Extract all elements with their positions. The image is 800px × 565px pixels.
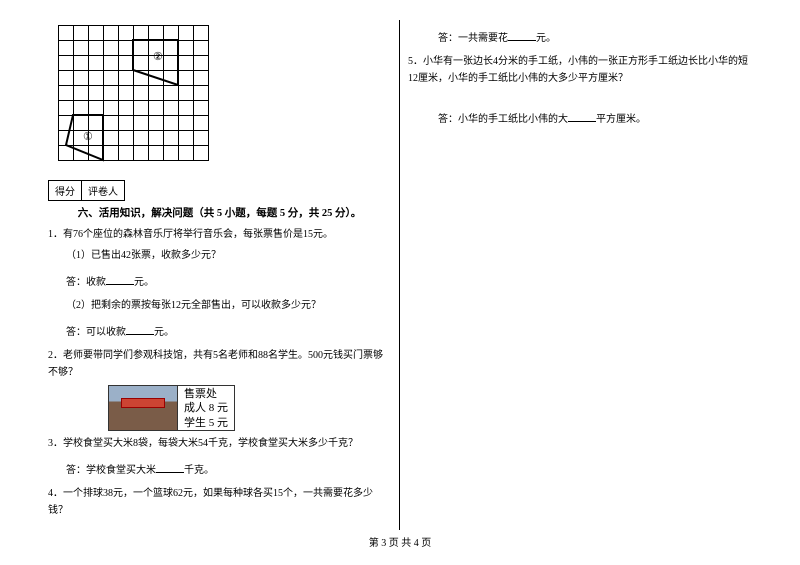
- q5-ans: 答：小华的手工纸比小伟的大平方厘米。: [438, 111, 752, 128]
- page-footer: 第 3 页 共 4 页: [40, 534, 760, 549]
- q2-stem: 2．老师要带同学们参观科技馆，共有5名老师和88名学生。500元钱买门票够不够？: [48, 347, 391, 381]
- shape2-label: ②: [153, 51, 163, 63]
- section-title: 六、活用知识，解决问题（共 5 小题，每题 5 分，共 25 分）。: [48, 205, 391, 220]
- q1-p2: （2）把剩余的票按每张12元全部售出，可以收款多少元？: [66, 297, 391, 314]
- q1-stem: 1．有76个座位的森林音乐厅将举行音乐会，每张票售价是15元。: [48, 226, 391, 243]
- ticket-title: 售票处: [184, 387, 228, 401]
- q3-ans: 答：学校食堂买大米千克。: [66, 462, 391, 479]
- q1-a1: 答：收款元。: [66, 274, 391, 291]
- ticket-line1: 成人 8 元: [184, 401, 228, 415]
- grader-label: 评卷人: [81, 180, 125, 201]
- q4-stem: 4．一个排球38元，一个篮球62元，如果每种球各买15个，一共需要花多少钱？: [48, 485, 391, 519]
- ticket-line2: 学生 5 元: [184, 416, 228, 430]
- shape1-label: ①: [83, 131, 93, 143]
- left-column: ② ① 得分 评卷人 六、活用知识，解决问题（共 5 小题，每题 5 分，共 2…: [40, 20, 400, 530]
- grid-svg: ② ①: [58, 25, 210, 162]
- right-column: 答：一共需要花元。 5．小华有一张边长4分米的手工纸，小伟的一张正方形手工纸边长…: [400, 20, 760, 530]
- q3-stem: 3．学校食堂买大米8袋，每袋大米54千克，学校食堂买大米多少千克？: [48, 435, 391, 452]
- q5-stem: 5．小华有一张边长4分米的手工纸，小伟的一张正方形手工纸边长比小华的短12厘米，…: [408, 53, 752, 87]
- ticket-box: 售票处 成人 8 元 学生 5 元: [108, 385, 391, 431]
- ticket-photo: [108, 385, 178, 431]
- q1-p1: （1）已售出42张票，收款多少元？: [66, 247, 391, 264]
- grid-figure: ② ①: [58, 25, 391, 165]
- ticket-text: 售票处 成人 8 元 学生 5 元: [178, 385, 235, 431]
- q1-a2: 答：可以收款元。: [66, 324, 391, 341]
- score-box: 得分 评卷人: [48, 180, 391, 201]
- score-label: 得分: [48, 180, 82, 201]
- q4-ans: 答：一共需要花元。: [438, 30, 752, 47]
